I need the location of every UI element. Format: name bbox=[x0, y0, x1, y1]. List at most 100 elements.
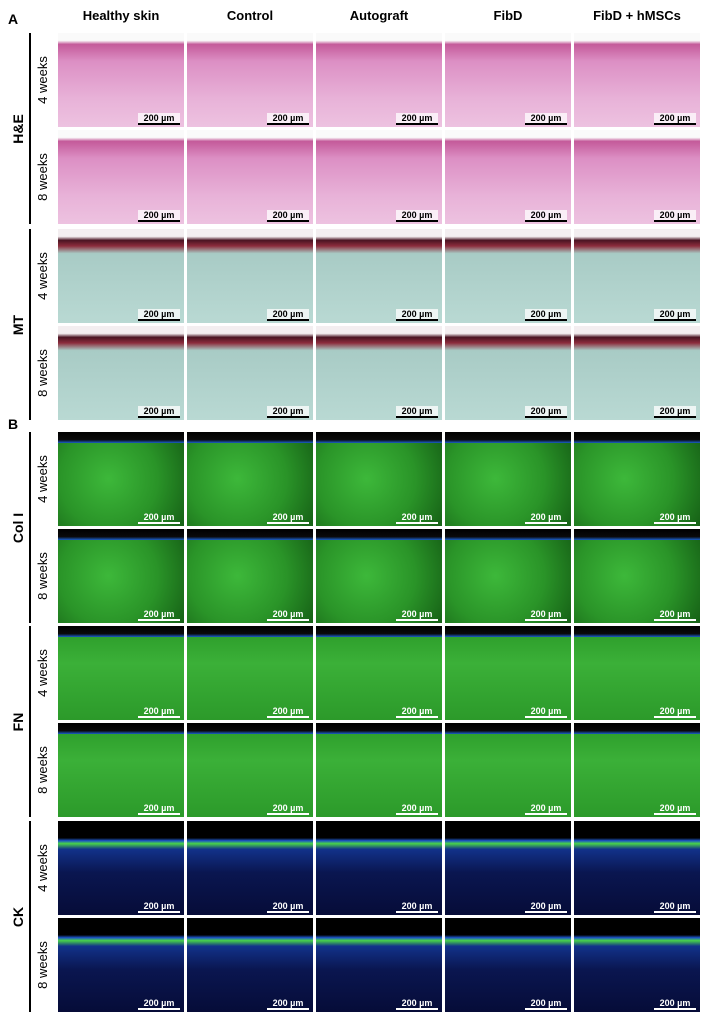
scale-bar-text: 200 µm bbox=[530, 406, 562, 416]
image-panel: 200 µm bbox=[445, 326, 571, 420]
scale-bar: 200 µm bbox=[396, 309, 438, 321]
image-panel: 200 µm bbox=[58, 229, 184, 323]
scale-bar-text: 200 µm bbox=[143, 901, 175, 911]
scale-bar-text: 200 µm bbox=[272, 706, 304, 716]
epidermis bbox=[316, 723, 442, 735]
scale-bar: 200 µm bbox=[138, 512, 180, 524]
epidermis bbox=[58, 626, 184, 638]
scale-bar-text: 200 µm bbox=[143, 609, 175, 619]
epidermis bbox=[187, 626, 313, 638]
scale-bar-line bbox=[267, 619, 309, 621]
scale-bar: 200 µm bbox=[525, 998, 567, 1010]
scale-bar-line bbox=[396, 522, 438, 524]
scale-bar: 200 µm bbox=[525, 901, 567, 913]
scale-bar-line bbox=[396, 1008, 438, 1010]
epidermis bbox=[445, 626, 571, 638]
scale-bar-line bbox=[267, 220, 309, 222]
image-panel: 200 µm bbox=[187, 723, 313, 817]
scale-bar-line bbox=[396, 319, 438, 321]
epidermis bbox=[316, 626, 442, 638]
scale-bar: 200 µm bbox=[396, 706, 438, 718]
scale-bar-text: 200 µm bbox=[272, 512, 304, 522]
epidermis bbox=[58, 529, 184, 541]
scale-bar: 200 µm bbox=[525, 609, 567, 621]
scale-bar-text: 200 µm bbox=[143, 998, 175, 1008]
image-panel: 200 µm bbox=[58, 529, 184, 623]
image-panel: 200 µm bbox=[574, 432, 700, 526]
scale-bar: 200 µm bbox=[138, 113, 180, 125]
image-panel: 200 µm bbox=[316, 918, 442, 1012]
scale-bar: 200 µm bbox=[654, 901, 696, 913]
image-panel: 200 µm bbox=[316, 723, 442, 817]
image-panel: 200 µm bbox=[574, 229, 700, 323]
scale-bar-text: 200 µm bbox=[143, 406, 175, 416]
scale-bar-text: 200 µm bbox=[659, 803, 691, 813]
column-header: Autograft bbox=[349, 8, 409, 23]
scale-bar-line bbox=[138, 911, 180, 913]
scale-bar-line bbox=[654, 416, 696, 418]
epidermis bbox=[574, 626, 700, 638]
image-panel: 200 µm bbox=[574, 130, 700, 224]
scale-bar-line bbox=[525, 716, 567, 718]
scale-bar: 200 µm bbox=[138, 901, 180, 913]
scale-bar-line bbox=[525, 1008, 567, 1010]
scale-bar: 200 µm bbox=[654, 210, 696, 222]
scale-bar-text: 200 µm bbox=[530, 512, 562, 522]
scale-bar: 200 µm bbox=[525, 406, 567, 418]
scale-bar: 200 µm bbox=[267, 406, 309, 418]
scale-bar-text: 200 µm bbox=[272, 609, 304, 619]
scale-bar: 200 µm bbox=[525, 706, 567, 718]
scale-bar: 200 µm bbox=[138, 609, 180, 621]
scale-bar-text: 200 µm bbox=[659, 210, 691, 220]
scale-bar-line bbox=[138, 813, 180, 815]
scale-bar: 200 µm bbox=[267, 512, 309, 524]
scale-bar-line bbox=[654, 716, 696, 718]
image-panel: 200 µm bbox=[574, 821, 700, 915]
scale-bar-text: 200 µm bbox=[659, 609, 691, 619]
scale-bar-text: 200 µm bbox=[272, 113, 304, 123]
epidermis bbox=[316, 432, 442, 444]
scale-bar-line bbox=[396, 911, 438, 913]
group-divider bbox=[29, 229, 31, 420]
image-panel: 200 µm bbox=[187, 130, 313, 224]
scale-bar: 200 µm bbox=[525, 113, 567, 125]
scale-bar: 200 µm bbox=[654, 406, 696, 418]
image-panel: 200 µm bbox=[574, 33, 700, 127]
image-panel: 200 µm bbox=[187, 626, 313, 720]
scale-bar-text: 200 µm bbox=[401, 803, 433, 813]
scale-bar-text: 200 µm bbox=[401, 309, 433, 319]
panel-label: A bbox=[8, 11, 19, 27]
scale-bar-line bbox=[396, 416, 438, 418]
scale-bar-text: 200 µm bbox=[401, 998, 433, 1008]
scale-bar-line bbox=[138, 319, 180, 321]
scale-bar-line bbox=[654, 1008, 696, 1010]
scale-bar-text: 200 µm bbox=[143, 706, 175, 716]
column-header: Healthy skin bbox=[82, 8, 160, 23]
row-label: 8 weeks bbox=[35, 746, 50, 794]
scale-bar: 200 µm bbox=[654, 309, 696, 321]
image-panel: 200 µm bbox=[58, 432, 184, 526]
image-panel: 200 µm bbox=[445, 626, 571, 720]
scale-bar: 200 µm bbox=[525, 309, 567, 321]
scale-bar-line bbox=[138, 123, 180, 125]
scale-bar: 200 µm bbox=[396, 609, 438, 621]
scale-bar-text: 200 µm bbox=[659, 309, 691, 319]
scale-bar-line bbox=[654, 911, 696, 913]
scale-bar-text: 200 µm bbox=[530, 210, 562, 220]
scale-bar-text: 200 µm bbox=[530, 803, 562, 813]
scale-bar: 200 µm bbox=[654, 113, 696, 125]
image-panel: 200 µm bbox=[316, 529, 442, 623]
image-panel: 200 µm bbox=[187, 821, 313, 915]
scale-bar-text: 200 µm bbox=[530, 609, 562, 619]
scale-bar-text: 200 µm bbox=[659, 706, 691, 716]
scale-bar: 200 µm bbox=[654, 512, 696, 524]
column-header: Control bbox=[226, 8, 274, 23]
image-panel: 200 µm bbox=[187, 529, 313, 623]
scale-bar-text: 200 µm bbox=[401, 609, 433, 619]
scale-bar: 200 µm bbox=[654, 609, 696, 621]
scale-bar-line bbox=[525, 220, 567, 222]
scale-bar-line bbox=[654, 220, 696, 222]
scale-bar-line bbox=[396, 716, 438, 718]
image-panel: 200 µm bbox=[316, 33, 442, 127]
scale-bar: 200 µm bbox=[138, 803, 180, 815]
